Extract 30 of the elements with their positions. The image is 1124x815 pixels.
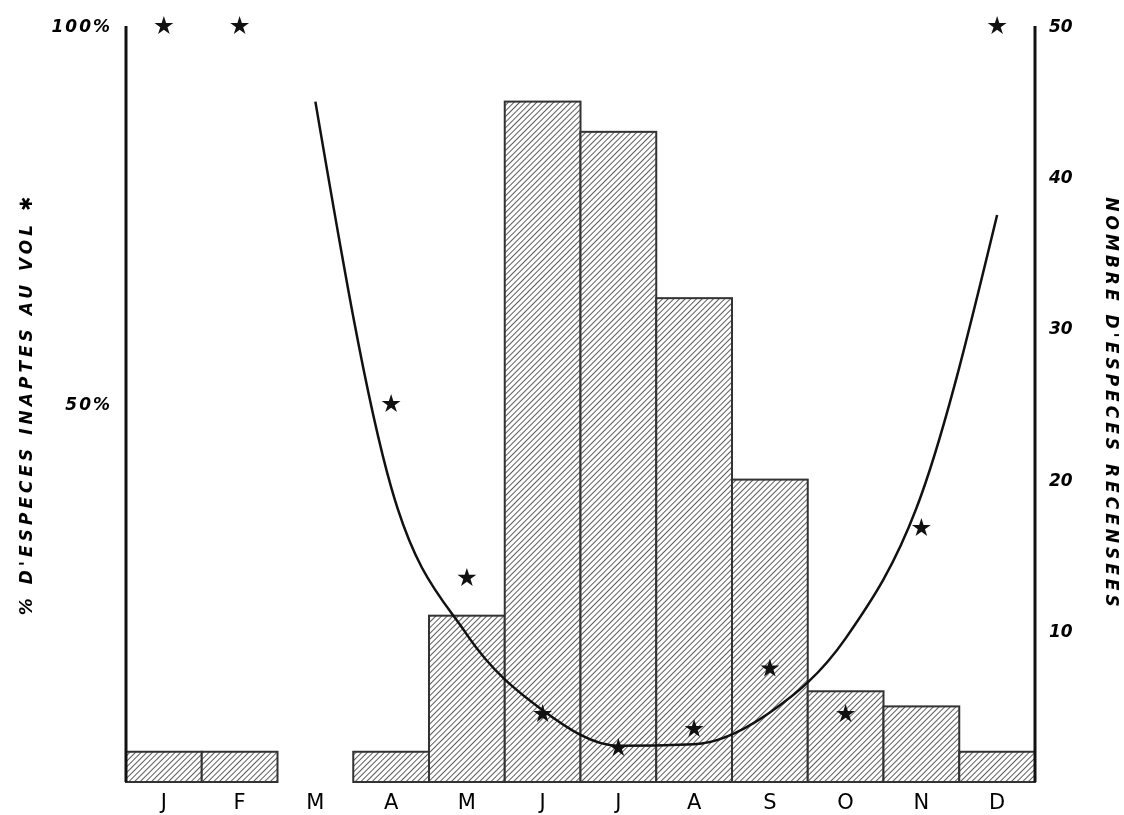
y2-tick-label: 10 <box>1049 620 1073 641</box>
y2-axis-title: NOMBRE D'ESPECES RECENSEES <box>1102 197 1122 611</box>
x-tick-label: F <box>233 790 246 814</box>
point <box>154 16 174 35</box>
y-tick-label: 50% <box>65 394 112 414</box>
x-tick-label: M <box>457 790 476 814</box>
x-tick-label: D <box>989 790 1006 814</box>
point <box>987 16 1007 35</box>
point <box>684 719 704 738</box>
x-tick-label: M <box>306 790 325 814</box>
point <box>836 704 856 722</box>
point <box>911 518 931 536</box>
y2-tick-label: 20 <box>1049 469 1073 490</box>
y-tick-label: 100% <box>51 16 112 36</box>
x-tick-label: A <box>686 790 702 814</box>
point <box>230 16 250 35</box>
x-tick-label: A <box>383 790 399 814</box>
y2-tick-label: 40 <box>1048 167 1073 188</box>
x-tick-label: J <box>613 790 622 814</box>
y-axis-title: % D'ESPECES INAPTES AU VOL ✱ <box>16 192 36 616</box>
point <box>760 658 780 677</box>
x-tick-label: N <box>913 790 930 814</box>
y2-tick-label: 30 <box>1049 318 1073 339</box>
y2-tick-label: 50 <box>1049 16 1073 36</box>
x-tick-label: J <box>158 790 167 814</box>
point <box>381 394 401 413</box>
x-tick-label: O <box>837 790 854 814</box>
x-tick-label: J <box>537 790 546 814</box>
x-tick-label: S <box>763 790 777 814</box>
point <box>457 567 477 586</box>
